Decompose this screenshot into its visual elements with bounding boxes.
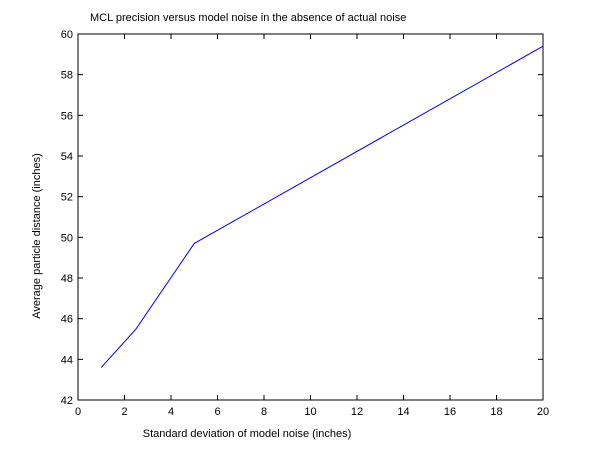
chart-title: MCL precision versus model noise in the … xyxy=(90,12,406,24)
series-layer xyxy=(100,45,544,368)
x-tick-label: 12 xyxy=(351,406,363,418)
x-tick-label: 10 xyxy=(304,406,316,418)
y-tick-label: 50 xyxy=(61,232,73,244)
series-line xyxy=(100,45,544,368)
y-tick-label: 46 xyxy=(61,314,73,326)
y-tick-label: 48 xyxy=(61,273,73,285)
y-axis-label: Average particle distance (inches) xyxy=(31,153,43,319)
y-tick-label: 58 xyxy=(61,70,73,82)
x-axis-label: Standard deviation of model noise (inche… xyxy=(143,428,352,440)
y-tick-label: 60 xyxy=(61,29,73,41)
x-tick-label: 16 xyxy=(444,406,456,418)
y-tick-label: 56 xyxy=(61,110,73,122)
x-tick-label: 8 xyxy=(261,406,267,418)
x-tick-label: 6 xyxy=(214,406,220,418)
x-tick-label: 18 xyxy=(490,406,502,418)
x-tick-label: 4 xyxy=(168,406,174,418)
x-tick-label: 14 xyxy=(397,406,409,418)
y-tick-label: 42 xyxy=(61,395,73,407)
y-axis: 42 44 46 48 50 52 54 56 58 60 xyxy=(61,29,543,407)
x-tick-label: 0 xyxy=(75,406,81,418)
x-tick-label: 20 xyxy=(537,406,549,418)
x-tick-label: 2 xyxy=(121,406,127,418)
y-tick-label: 44 xyxy=(61,354,73,366)
x-axis: 0 2 4 6 8 10 12 14 16 18 20 xyxy=(75,34,549,418)
y-tick-label: 52 xyxy=(61,192,73,204)
y-tick-label: 54 xyxy=(61,151,73,163)
plot-area xyxy=(77,33,544,401)
